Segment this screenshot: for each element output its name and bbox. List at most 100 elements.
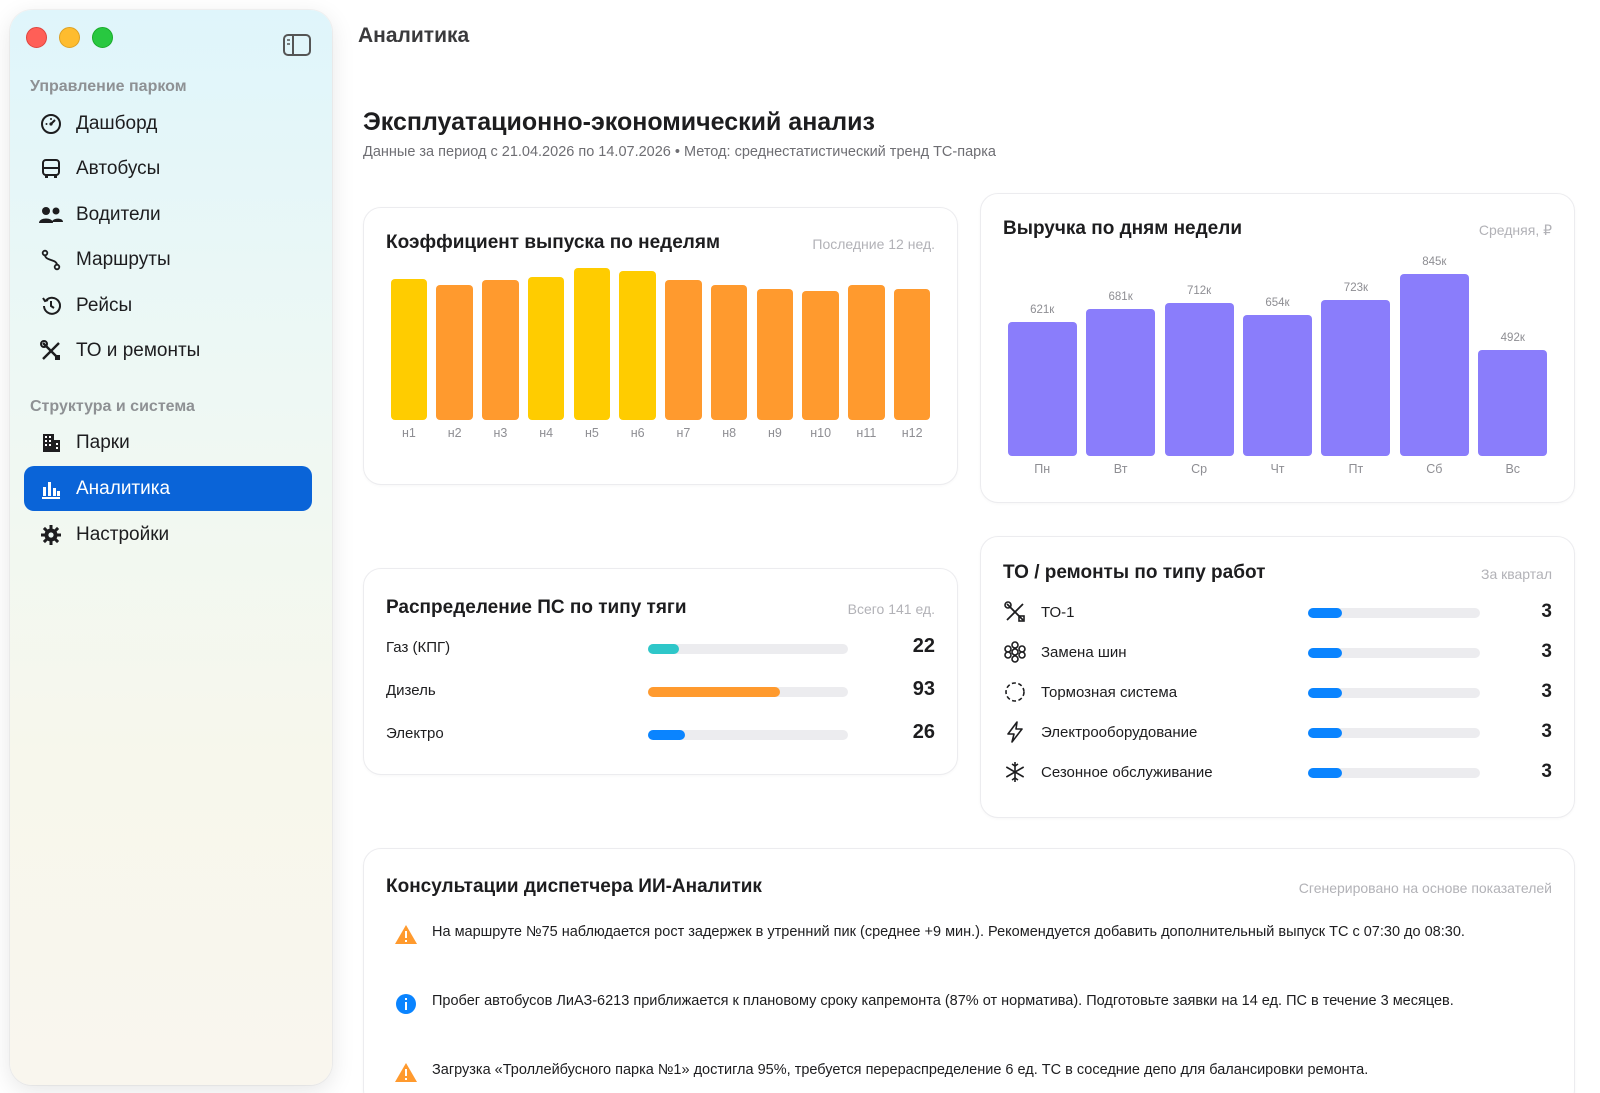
weekly-bar bbox=[756, 289, 794, 420]
advisor-card: Консультации диспетчера ИИ-Аналитик Сген… bbox=[363, 848, 1575, 1093]
traction-progress-fill bbox=[648, 687, 780, 697]
sidebar: Управление парком Дашборд Автобусы Водит… bbox=[10, 10, 332, 1085]
dashed-circle-icon bbox=[1003, 680, 1027, 704]
traction-progress-track bbox=[648, 687, 848, 697]
weekly-bar bbox=[710, 284, 748, 420]
bus-icon bbox=[38, 156, 64, 182]
gauge-icon bbox=[38, 111, 64, 137]
revenue-tick-label: Пт bbox=[1348, 462, 1364, 476]
sidebar-item-label: ТО и ремонты bbox=[76, 339, 201, 361]
weekly-tick-label: н8 bbox=[722, 426, 737, 440]
sidebar-toggle-icon[interactable] bbox=[283, 34, 311, 56]
revenue-value-label: 712к bbox=[1186, 284, 1212, 297]
weekly-bar bbox=[848, 284, 885, 420]
card-meta: За квартал bbox=[1480, 566, 1552, 582]
sidebar-item-label: Аналитика bbox=[76, 477, 171, 499]
weekly-tick-label: н6 bbox=[630, 426, 645, 440]
weekly-chart-card: Коэффициент выпуска по неделям Последние… bbox=[363, 207, 958, 485]
weekly-tick-label: н12 bbox=[901, 426, 923, 440]
snowflake-icon bbox=[1003, 760, 1027, 784]
revenue-value-label: 681к bbox=[1108, 291, 1133, 304]
sidebar-item-parks[interactable]: Парки bbox=[24, 420, 312, 465]
maintenance-label: Электрооборудование bbox=[1041, 724, 1198, 741]
revenue-bar bbox=[1164, 302, 1234, 456]
weekly-tick-label: н10 bbox=[810, 426, 832, 440]
window-title: Аналитика bbox=[358, 24, 470, 47]
card-meta: Сгенерировано на основе показателей bbox=[1298, 880, 1552, 896]
sidebar-item-maintenance[interactable]: ТО и ремонты bbox=[24, 328, 312, 373]
sidebar-item-drivers[interactable]: Водители bbox=[24, 192, 312, 237]
weekly-tick-label: н5 bbox=[584, 426, 599, 440]
traction-value: 93 bbox=[912, 678, 935, 700]
maintenance-label: ТО-1 bbox=[1041, 604, 1075, 621]
revenue-tick-label: Ср bbox=[1191, 462, 1208, 476]
advisor-tip-text: Загрузка «Троллейбусного парка №1» дости… bbox=[432, 1062, 1369, 1078]
traction-progress-track bbox=[648, 644, 848, 654]
weekly-bar bbox=[802, 290, 839, 420]
maintenance-progress-fill bbox=[1308, 648, 1343, 658]
weekly-bar bbox=[482, 280, 519, 420]
building-icon bbox=[38, 430, 64, 456]
traction-row: Дизель 93 bbox=[386, 678, 935, 704]
traction-label: Электро bbox=[386, 725, 444, 742]
revenue-bar bbox=[1242, 315, 1312, 456]
gear-icon bbox=[38, 522, 64, 548]
sidebar-item-dashboard[interactable]: Дашборд bbox=[24, 101, 312, 146]
card-meta: Средняя, ₽ bbox=[1478, 222, 1552, 238]
sidebar-item-label: Водители bbox=[76, 203, 161, 225]
revenue-value-label: 723к bbox=[1343, 282, 1369, 295]
maintenance-row: Замена шин 3 bbox=[1003, 639, 1552, 667]
traction-progress-track bbox=[648, 730, 848, 740]
tools-icon bbox=[38, 338, 64, 364]
sidebar-item-analytics[interactable]: Аналитика bbox=[24, 466, 312, 511]
sidebar-item-label: Автобусы bbox=[76, 157, 161, 179]
close-window-button[interactable] bbox=[26, 27, 47, 48]
traction-label: Газ (КПГ) bbox=[386, 639, 451, 656]
revenue-tick-label: Вт bbox=[1113, 462, 1128, 476]
weekly-tick-label: н11 bbox=[856, 426, 877, 440]
maintenance-progress-track bbox=[1308, 768, 1480, 778]
maintenance-progress-track bbox=[1308, 728, 1480, 738]
maintenance-row: Тормозная система 3 bbox=[1003, 679, 1552, 707]
bolt-icon bbox=[1003, 720, 1027, 744]
traction-row: Газ (КПГ) 22 bbox=[386, 635, 935, 661]
weekly-bar bbox=[573, 268, 611, 420]
maintenance-value: 3 bbox=[1541, 761, 1552, 782]
card-title: Коэффициент выпуска по неделям bbox=[386, 232, 721, 253]
maintenance-card: ТО / ремонты по типу работ За квартал ТО… bbox=[980, 536, 1575, 818]
people-icon bbox=[38, 202, 64, 228]
sidebar-item-buses[interactable]: Автобусы bbox=[24, 146, 312, 191]
advisor-tip-text: Пробег автобусов ЛиАЗ-6213 приближается … bbox=[432, 993, 1454, 1009]
minimize-window-button[interactable] bbox=[59, 27, 80, 48]
maintenance-row: Сезонное обслуживание 3 bbox=[1003, 759, 1552, 787]
info-icon bbox=[396, 994, 416, 1014]
tire-icon bbox=[1003, 640, 1027, 664]
revenue-bar bbox=[1399, 274, 1469, 456]
window-controls bbox=[26, 27, 113, 48]
revenue-tick-label: Вс bbox=[1505, 462, 1521, 476]
chart-icon bbox=[38, 476, 64, 502]
weekly-bar bbox=[619, 271, 656, 420]
revenue-tick-label: Пн bbox=[1034, 462, 1051, 476]
weekly-bar bbox=[390, 278, 428, 420]
weekly-tick-label: н1 bbox=[401, 426, 416, 440]
maintenance-progress-fill bbox=[1308, 768, 1343, 778]
maintenance-label: Замена шин bbox=[1041, 644, 1127, 661]
weekly-bar bbox=[665, 280, 702, 420]
maintenance-label: Тормозная система bbox=[1041, 684, 1178, 701]
sidebar-item-trips[interactable]: Рейсы bbox=[24, 283, 312, 328]
history-icon bbox=[38, 293, 64, 319]
sidebar-item-routes[interactable]: Маршруты bbox=[24, 237, 312, 282]
traction-progress-fill bbox=[648, 644, 680, 654]
sidebar-item-label: Дашборд bbox=[76, 112, 158, 134]
sidebar-item-settings[interactable]: Настройки bbox=[24, 512, 312, 557]
revenue-bar bbox=[1478, 350, 1548, 456]
weekly-tick-label: н2 bbox=[447, 426, 462, 440]
weekly-tick-label: н3 bbox=[493, 426, 508, 440]
zoom-window-button[interactable] bbox=[92, 27, 113, 48]
route-icon bbox=[38, 247, 64, 273]
traction-value: 22 bbox=[912, 635, 935, 657]
revenue-tick-label: Сб bbox=[1426, 462, 1443, 476]
maintenance-progress-fill bbox=[1308, 688, 1343, 698]
weekly-tick-label: н9 bbox=[767, 426, 782, 440]
